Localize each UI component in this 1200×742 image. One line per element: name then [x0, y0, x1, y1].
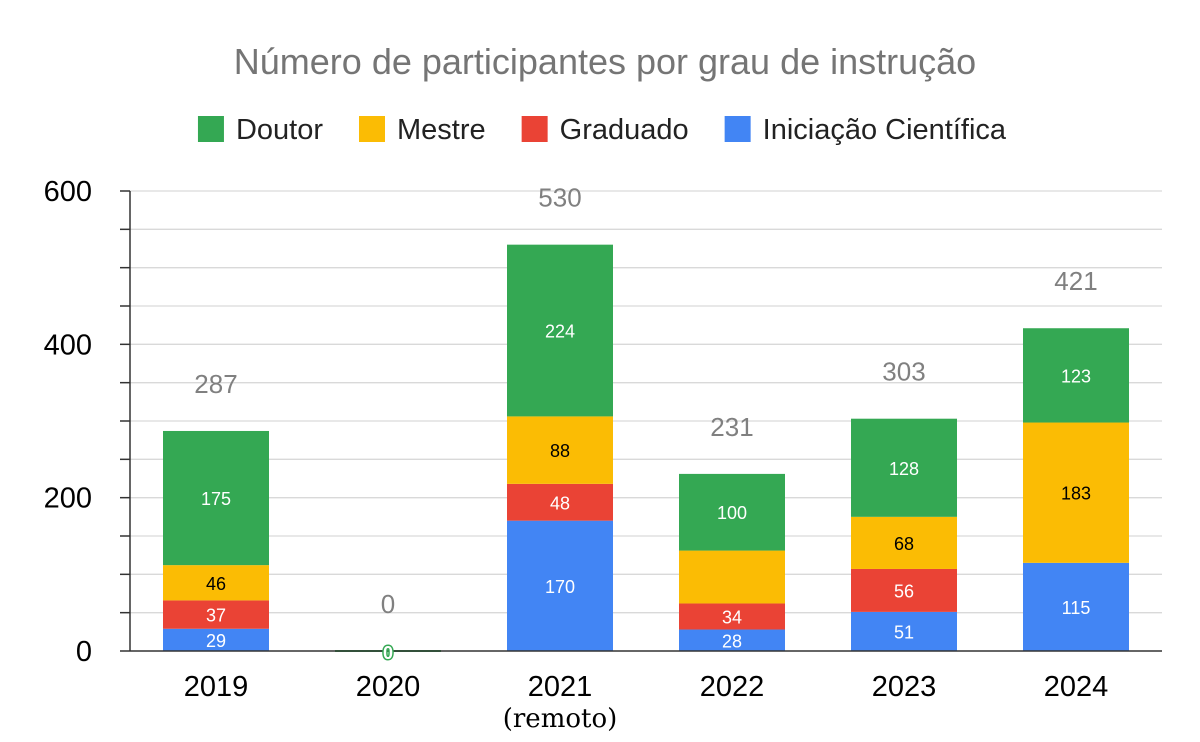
data-label: 37 [206, 606, 226, 626]
bar-segment [1023, 562, 1129, 651]
data-label: 28 [722, 631, 742, 651]
data-label: 51 [894, 622, 914, 642]
x-tick-label: 2021 [528, 671, 593, 703]
legend-label: Graduado [560, 114, 689, 146]
x-tick-label: 2019 [184, 671, 249, 703]
data-label: 123 [1061, 366, 1091, 386]
bar-segment [507, 416, 613, 484]
legend-swatch [197, 116, 224, 142]
bar-segment [679, 629, 785, 651]
y-tick-label: 200 [44, 483, 92, 515]
legend: Doutor Mestre Graduado Iniciação Científica [197, 114, 1007, 146]
total-label: 530 [538, 183, 581, 213]
legend-swatch [359, 116, 385, 142]
bar-segment [507, 520, 613, 651]
x-tick-label: 2020 [356, 671, 421, 703]
total-label: 421 [1054, 266, 1097, 296]
bar-segment [163, 628, 269, 651]
data-label: 46 [206, 574, 226, 594]
data-label: 128 [889, 459, 919, 479]
data-label: 0 [383, 643, 393, 663]
labels: 29 37 46 175 287 2019 0 0 2020 170 48 88 224 530 2021(… [184, 183, 1109, 734]
legend-label: Mestre [397, 114, 486, 146]
total-label: 231 [710, 412, 753, 442]
y-tick-label: 600 [44, 176, 92, 208]
legend-swatch [724, 116, 751, 142]
total-label: 0 [381, 589, 395, 619]
legend-label: Iniciação Científica [763, 114, 1007, 146]
data-label: 29 [206, 631, 226, 651]
x-tick-label: 2024 [1044, 671, 1109, 703]
data-label: 56 [894, 581, 914, 601]
x-tick-label: 2022 [700, 671, 765, 703]
bar-segment [851, 418, 957, 517]
x-tick-label: 2023 [872, 671, 937, 703]
bar-segment [507, 483, 613, 521]
data-label: 68 [894, 534, 914, 554]
bar-segment [679, 473, 785, 551]
data-label: 34 [722, 608, 742, 628]
gridlines [130, 190, 1162, 614]
bar-segment [163, 600, 269, 629]
data-label: 224 [545, 322, 575, 342]
data-label: 88 [550, 441, 570, 461]
bar-segment [163, 565, 269, 601]
bar-segment [851, 516, 957, 569]
y-tick-label: 0 [76, 636, 92, 668]
legend-swatch [521, 116, 548, 142]
total-label: 287 [194, 369, 237, 399]
bar-segment [507, 244, 613, 417]
bar-segment [851, 611, 957, 651]
bar-segment [851, 568, 957, 612]
chart-title: Número de participantes por grau de inst… [234, 41, 976, 82]
data-label: 170 [545, 577, 575, 597]
data-label: 115 [1062, 598, 1091, 618]
y-tick-label: 400 [44, 329, 92, 361]
data-label: 100 [717, 503, 747, 523]
bar-segment [1023, 328, 1129, 423]
data-label: 48 [550, 493, 570, 513]
legend-label: Doutor [236, 114, 323, 146]
x-tick-sublabel: (remoto) [503, 704, 618, 734]
bar-segment [163, 430, 269, 566]
bar-segment [679, 603, 785, 630]
bar-segment [679, 550, 785, 604]
total-label: 303 [882, 357, 925, 387]
axes: 0 200 400 600 [44, 176, 1162, 668]
data-label: 175 [201, 489, 231, 509]
data-label: 183 [1061, 484, 1091, 504]
bar-segment [1023, 422, 1129, 563]
